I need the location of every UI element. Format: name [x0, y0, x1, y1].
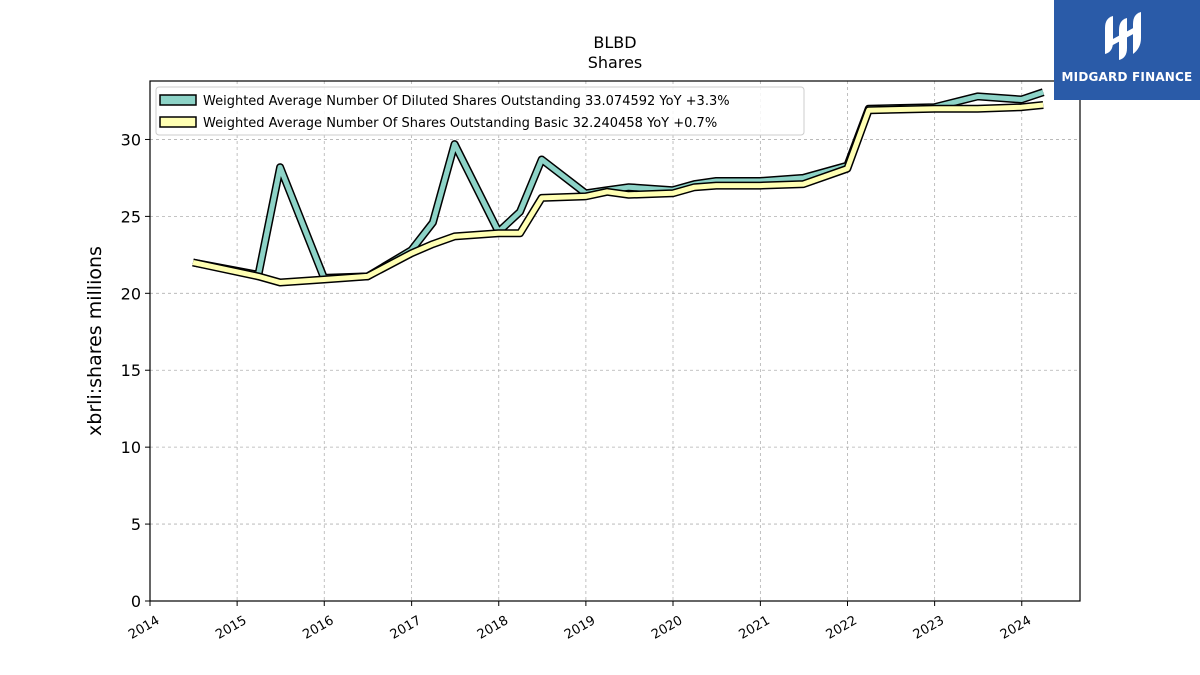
x-tick-label: 2019	[562, 613, 598, 643]
y-axis-label: xbrli:shares millions	[84, 246, 106, 436]
plot-frame	[149, 80, 1081, 602]
x-tick-label: 2014	[126, 613, 162, 643]
x-tick-label: 2017	[388, 613, 424, 643]
midgard-logo-icon	[1105, 12, 1141, 60]
y-tick-label: 20	[121, 284, 141, 303]
legend-swatch-0	[159, 94, 197, 106]
y-tick-label: 30	[121, 130, 141, 149]
x-tick-label: 2022	[824, 613, 860, 643]
legend: Weighted Average Number Of Diluted Share…	[155, 86, 805, 136]
legend-label-0: Weighted Average Number Of Diluted Share…	[203, 94, 730, 109]
legend-swatch-1	[159, 116, 197, 128]
logo-text: MIDGARD FINANCE	[1061, 70, 1193, 84]
y-tick-label: 5	[131, 515, 141, 534]
series-line-1	[192, 102, 1044, 285]
y-tick-label: 25	[121, 207, 141, 226]
x-tick-label: 2021	[737, 613, 773, 643]
x-tick-label: 2015	[213, 613, 249, 643]
midgard-finance-logo: MIDGARD FINANCE	[1054, 0, 1200, 100]
x-tick-label: 2018	[475, 613, 511, 643]
x-tick-label: 2020	[649, 613, 685, 643]
chart-subtitle: Shares	[588, 53, 643, 72]
legend-box	[155, 86, 805, 136]
y-tick-label: 10	[121, 438, 141, 457]
y-tick-label: 15	[121, 361, 141, 380]
chart-title: BLBD	[593, 33, 636, 52]
x-tick-label: 2024	[998, 613, 1034, 643]
y-tick-label: 0	[131, 592, 141, 611]
legend-label-1: Weighted Average Number Of Shares Outsta…	[203, 116, 717, 131]
x-tick-label: 2023	[911, 613, 947, 643]
x-tick-label: 2016	[300, 613, 336, 643]
